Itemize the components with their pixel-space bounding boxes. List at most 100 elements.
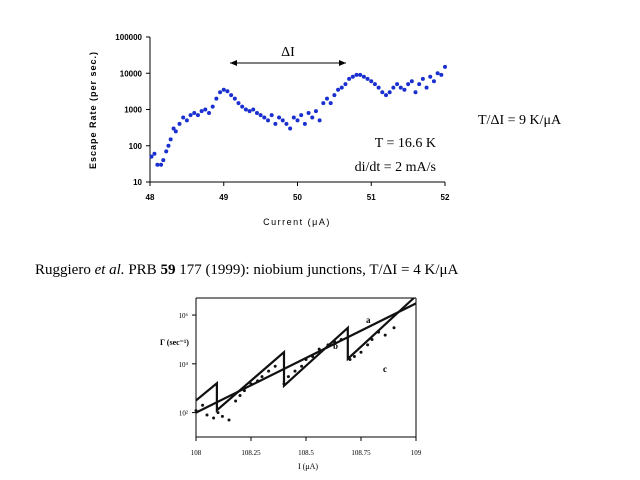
point	[347, 76, 352, 81]
point	[369, 79, 374, 84]
point	[220, 414, 224, 418]
y-tick-label: 100000	[115, 33, 142, 42]
point	[203, 107, 208, 112]
x-tick-label: 48	[146, 193, 155, 202]
point	[370, 337, 374, 341]
point	[152, 151, 157, 156]
point	[210, 104, 215, 109]
line	[195, 302, 417, 414]
x-tick-label: 52	[441, 193, 450, 202]
side-note: T/ΔI = 9 K/μA	[478, 113, 562, 128]
point	[435, 71, 440, 76]
point	[181, 115, 186, 120]
x-tick-label: 49	[219, 193, 228, 202]
caption: Ruggiero et al. PRB 59 177 (1999): niobi…	[35, 262, 459, 278]
point	[380, 90, 385, 95]
point	[376, 85, 381, 90]
x-tick-label: 108.25	[241, 449, 261, 457]
point	[358, 72, 363, 77]
point	[258, 113, 263, 118]
point	[173, 129, 178, 134]
point	[214, 96, 219, 101]
point	[391, 85, 396, 90]
annotation: T = 16.6 K	[375, 136, 436, 151]
y-axis-label: Γ (sec⁻¹)	[160, 338, 189, 347]
point	[251, 107, 256, 112]
point	[333, 340, 337, 344]
point	[238, 394, 242, 398]
point	[317, 118, 322, 123]
point	[260, 375, 264, 379]
point	[359, 350, 363, 354]
point	[249, 382, 253, 386]
point	[269, 113, 274, 118]
y-tick-label: 100	[129, 142, 143, 151]
point	[273, 121, 278, 126]
point	[225, 89, 230, 94]
point	[201, 403, 205, 407]
point	[155, 162, 160, 167]
point	[392, 326, 396, 330]
point	[310, 115, 315, 120]
point	[366, 343, 370, 347]
point	[194, 409, 198, 413]
point	[288, 126, 293, 131]
point	[242, 389, 246, 393]
point	[395, 82, 400, 87]
caption-part: Ruggiero	[35, 262, 95, 278]
point	[431, 79, 436, 84]
point	[443, 64, 447, 69]
point	[420, 76, 425, 81]
point	[304, 358, 308, 362]
point	[424, 85, 429, 90]
x-axis-label: I (μA)	[298, 462, 318, 471]
caption-part: PRB	[125, 262, 161, 278]
y-tick-label: 10²	[179, 410, 188, 418]
point	[218, 90, 223, 95]
point	[293, 369, 297, 373]
point	[439, 72, 444, 77]
point	[164, 149, 169, 154]
annotation: b	[333, 341, 338, 351]
point	[284, 121, 289, 126]
point	[184, 118, 189, 123]
point	[300, 364, 304, 368]
point	[387, 90, 392, 95]
point	[168, 137, 173, 142]
point	[383, 333, 387, 337]
point	[286, 375, 290, 379]
point	[207, 111, 211, 116]
point	[372, 82, 377, 87]
y-tick-label: 1000	[124, 106, 142, 115]
point	[365, 76, 370, 81]
point	[229, 93, 234, 98]
y-axis-label: Escape Rate (per sec.)	[88, 51, 98, 169]
point	[243, 107, 248, 112]
point	[291, 115, 296, 120]
point	[161, 158, 166, 163]
point	[299, 113, 304, 118]
y-tick-label: 10⁶	[179, 312, 189, 320]
point	[221, 87, 226, 92]
point	[247, 109, 252, 114]
point	[262, 115, 267, 120]
point	[352, 354, 356, 358]
x-tick-label: 51	[367, 193, 376, 202]
y-tick-label: 10000	[120, 69, 143, 78]
annotation: a	[366, 315, 371, 325]
point	[339, 337, 343, 341]
point	[267, 369, 271, 373]
point	[384, 93, 388, 98]
x-tick-label: 50	[293, 193, 302, 202]
point	[402, 87, 407, 92]
point	[413, 90, 418, 95]
annotation: ΔI	[281, 45, 295, 60]
point	[166, 143, 171, 148]
annotation: di/dt = 2 mA/s	[355, 160, 436, 175]
point	[295, 118, 300, 123]
point	[343, 82, 348, 87]
point	[409, 79, 414, 84]
point	[350, 74, 355, 79]
